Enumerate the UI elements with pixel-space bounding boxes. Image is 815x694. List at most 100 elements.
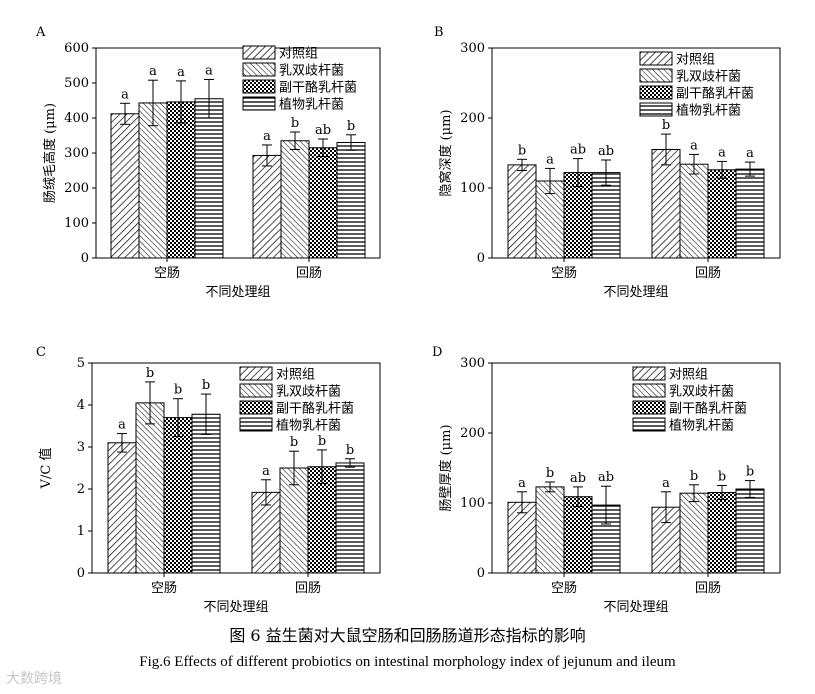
legend-label: 植物乳杆菌 [669, 419, 734, 434]
y-axis-label: 肠绒毛高度 (μm) [42, 103, 58, 203]
significance-label: b [546, 466, 554, 481]
figure-caption-cn: 图 6 益生菌对大鼠空肠和回肠肠道形态指标的影响 [229, 626, 586, 645]
significance-label: b [518, 143, 526, 158]
legend-label: 乳双歧杆菌 [676, 70, 741, 85]
panel-label: B [434, 25, 444, 40]
y-tick-label: 300 [64, 146, 89, 161]
bar [535, 486, 565, 574]
bar [707, 169, 737, 259]
significance-label: ab [570, 471, 586, 486]
significance-label: b [202, 378, 210, 393]
y-tick-label: 500 [64, 76, 89, 91]
legend-swatch [242, 79, 276, 94]
panel-label: D [432, 345, 442, 360]
legend-swatch [239, 383, 273, 398]
bar [563, 496, 593, 574]
y-axis-label: V/C 值 [38, 448, 54, 490]
significance-label: b [746, 465, 754, 480]
significance-label: a [718, 145, 726, 160]
bar [163, 417, 193, 574]
y-tick-label: 200 [460, 426, 485, 441]
x-category-label: 空肠 [551, 581, 577, 596]
x-category-label: 回肠 [695, 581, 721, 596]
legend-label: 副干酪乳杆菌 [676, 86, 754, 102]
plot-frame [491, 362, 781, 574]
bar [191, 413, 221, 574]
y-tick-label: 2 [77, 482, 85, 497]
significance-label: b [346, 443, 354, 458]
y-tick-label: 200 [460, 111, 485, 126]
bar [110, 113, 140, 259]
significance-label: a [177, 65, 185, 80]
y-tick-label: 1 [77, 524, 85, 539]
significance-label: a [662, 476, 670, 491]
bar [735, 488, 765, 574]
panel-label: C [36, 345, 46, 360]
significance-label: a [746, 146, 754, 161]
y-tick-label: 0 [77, 566, 85, 581]
legend-label: 对照组 [669, 368, 708, 383]
bar [135, 402, 165, 574]
legend-swatch [632, 366, 666, 381]
legend-label: 对照组 [676, 53, 715, 68]
significance-label: a [690, 138, 698, 153]
significance-label: ab [598, 470, 614, 485]
legend-swatch [239, 366, 273, 381]
bar [308, 147, 338, 259]
legend-swatch [239, 417, 273, 432]
significance-label: a [546, 152, 554, 167]
y-tick-label: 3 [77, 440, 85, 455]
legend-label: 乳双歧杆菌 [669, 385, 734, 400]
y-tick-label: 0 [477, 251, 485, 266]
legend-label: 副干酪乳杆菌 [279, 80, 357, 96]
x-axis-label: 不同处理组 [205, 285, 270, 300]
significance-label: a [118, 418, 126, 433]
bar [335, 462, 365, 574]
bar [507, 164, 537, 259]
bar [194, 98, 224, 259]
legend-label: 植物乳杆菌 [676, 104, 741, 119]
legend-label: 副干酪乳杆菌 [276, 401, 354, 417]
bar [735, 168, 765, 259]
legend-swatch [239, 400, 273, 415]
bar [591, 172, 621, 259]
x-category-label: 空肠 [551, 266, 577, 281]
legend-label: 乳双歧杆菌 [276, 385, 341, 400]
significance-label: b [318, 434, 326, 449]
legend-label: 乳双歧杆菌 [279, 64, 344, 79]
legend-label: 对照组 [276, 368, 315, 383]
significance-label: a [205, 64, 213, 79]
legend-swatch [632, 400, 666, 415]
bar [679, 163, 709, 259]
legend-label: 植物乳杆菌 [279, 98, 344, 113]
x-axis-label: 不同处理组 [603, 600, 668, 615]
significance-label: a [121, 87, 129, 102]
significance-label: a [149, 64, 157, 79]
panel-b: B 0 100 200 300 隐窝深度 (μm) 空肠 b a ab ab 回肠 b a a a 不同处理组 对… [434, 25, 781, 300]
significance-label: a [262, 464, 270, 479]
legend-swatch [242, 96, 276, 111]
significance-label: b [718, 470, 726, 485]
bar [707, 492, 737, 574]
significance-label: b [174, 383, 182, 398]
y-tick-label: 600 [64, 41, 89, 56]
y-tick-label: 100 [460, 181, 485, 196]
legend-swatch [632, 417, 666, 432]
x-category-label: 回肠 [695, 266, 721, 281]
significance-label: b [290, 435, 298, 450]
y-tick-label: 0 [81, 251, 89, 266]
bar [166, 101, 196, 259]
legend-swatch [632, 383, 666, 398]
panel-label: A [35, 25, 46, 40]
bar [651, 149, 681, 259]
bar [107, 442, 137, 574]
y-tick-label: 100 [64, 216, 89, 231]
x-axis-label: 不同处理组 [603, 285, 668, 300]
y-tick-label: 300 [460, 356, 485, 371]
legend-label: 对照组 [279, 47, 318, 62]
